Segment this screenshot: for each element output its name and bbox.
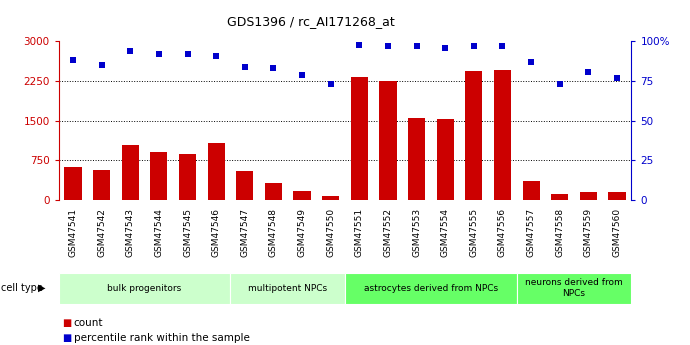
Point [526,59,537,65]
Bar [437,119,454,200]
Bar [522,180,540,200]
Bar [465,71,482,200]
Bar [93,170,110,200]
Point [125,48,136,54]
Text: multipotent NPCs: multipotent NPCs [248,284,327,293]
Text: GDS1396 / rc_AI171268_at: GDS1396 / rc_AI171268_at [226,16,395,29]
Bar [64,167,81,200]
Text: bulk progenitors: bulk progenitors [108,284,181,293]
Bar [408,118,425,200]
Point [497,43,508,49]
Point [68,58,79,63]
Text: percentile rank within the sample: percentile rank within the sample [74,333,250,343]
Point [210,53,221,58]
Bar [580,192,597,200]
Text: ■: ■ [62,318,71,327]
Bar [517,273,631,304]
Point [153,51,164,57]
Text: neurons derived from
NPCs: neurons derived from NPCs [525,278,623,298]
Bar [345,273,517,304]
Text: astrocytes derived from NPCs: astrocytes derived from NPCs [364,284,498,293]
Bar [494,70,511,200]
Point [268,66,279,71]
Bar [121,145,139,200]
Bar [293,191,310,200]
Bar [351,77,368,200]
Bar [150,152,168,200]
Bar [322,196,339,200]
Text: ■: ■ [62,333,71,343]
Point [325,81,336,87]
Point [583,69,594,74]
Point [554,81,565,87]
Bar [380,81,397,200]
Bar [230,273,345,304]
Bar [236,171,253,200]
Point [440,45,451,50]
Bar [551,194,569,200]
Bar [208,143,225,200]
Bar [265,183,282,200]
Point [469,43,480,49]
Point [182,51,193,57]
Bar [609,191,626,200]
Text: count: count [74,318,104,327]
Point [382,43,393,49]
Bar [59,273,230,304]
Bar [179,154,196,200]
Point [611,75,622,81]
Point [354,42,365,47]
Point [297,72,308,78]
Point [96,62,107,68]
Text: cell type: cell type [1,283,43,293]
Point [239,64,250,70]
Point [411,43,422,49]
Text: ▶: ▶ [38,283,46,293]
